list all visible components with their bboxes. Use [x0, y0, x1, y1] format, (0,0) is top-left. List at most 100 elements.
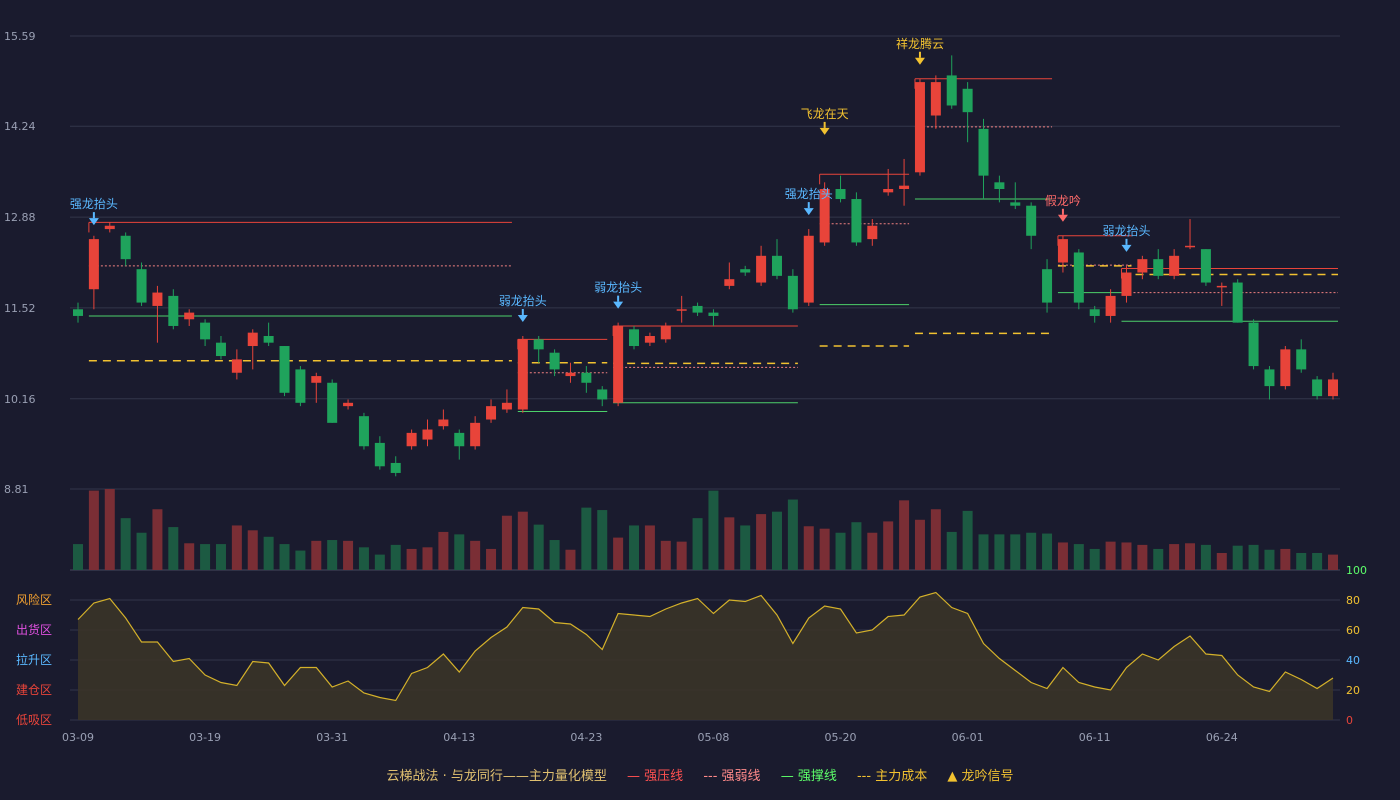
volume-bar	[994, 534, 1005, 570]
candle-body	[88, 239, 99, 290]
candle-body	[470, 422, 481, 447]
price-tick-label: 10.16	[4, 393, 36, 406]
candle-body	[533, 339, 544, 350]
volume-bar	[438, 531, 449, 570]
candle-body	[168, 295, 179, 326]
candle-body	[565, 372, 576, 377]
volume-bar	[152, 509, 163, 570]
volume-bar	[1185, 543, 1196, 570]
volume-bar	[867, 532, 878, 570]
candle-body	[1280, 349, 1291, 387]
osc-tick-label: 100	[1346, 564, 1367, 577]
osc-tick-label: 80	[1346, 594, 1360, 607]
candle-body	[899, 185, 910, 190]
volume-bar	[676, 541, 687, 570]
date-tick-label: 06-01	[952, 731, 984, 744]
candle-body	[1216, 285, 1227, 288]
date-tick-label: 04-23	[570, 731, 602, 744]
candle-body	[184, 312, 195, 320]
candle-body	[358, 416, 369, 447]
candle-body	[231, 359, 242, 373]
volume-bar	[597, 510, 608, 570]
candle-body	[581, 372, 592, 383]
signal-label: 强龙抬头	[70, 197, 118, 211]
signal-label: 弱龙抬头	[594, 281, 642, 295]
legend-item-resistance: — 强压线	[627, 769, 684, 784]
legend-item-support: — 强撑线	[780, 769, 837, 784]
date-tick-label: 06-11	[1079, 731, 1111, 744]
osc-tick-label: 0	[1346, 714, 1353, 727]
volume-bar	[184, 543, 195, 570]
volume-bar	[88, 490, 99, 570]
candle-body	[644, 335, 655, 343]
candle-body	[136, 269, 147, 303]
candle-body	[1296, 349, 1307, 370]
date-tick-label: 05-20	[825, 731, 857, 744]
candle-body	[247, 332, 258, 347]
date-tick-label: 03-09	[62, 731, 94, 744]
candle-body	[120, 235, 131, 260]
volume-bar	[962, 510, 973, 570]
legend: 云梯战法 · 与龙同行——主力量化模型 — 强压线 --- 强弱线 — 强撑线 …	[0, 765, 1400, 784]
volume-bar	[406, 548, 417, 570]
candle-body	[883, 189, 894, 193]
volume-bar	[390, 544, 401, 570]
candle-body	[1312, 379, 1323, 397]
volume-bar	[501, 515, 512, 570]
volume-bar	[1057, 542, 1068, 570]
signal-arrow	[517, 314, 528, 322]
legend-item-cost: --- 主力成本	[856, 769, 928, 784]
candle-body	[406, 432, 417, 447]
volume-bar	[613, 537, 624, 570]
price-tick-label: 12.88	[4, 211, 36, 224]
volume-bar	[1328, 554, 1338, 570]
volume-bar	[1200, 544, 1211, 570]
candle-body	[930, 82, 941, 116]
osc-zone-label: 低吸区	[16, 713, 52, 727]
candle-body	[311, 376, 322, 383]
date-tick-label: 03-31	[316, 731, 348, 744]
candle-body	[1153, 259, 1164, 276]
candle-body	[613, 325, 624, 403]
candle-body	[660, 325, 671, 340]
volume-bar	[1137, 544, 1148, 570]
candle-body	[1042, 269, 1053, 303]
volume-bar	[1296, 552, 1307, 570]
candle-body	[327, 382, 338, 423]
candle-body	[215, 342, 226, 357]
price-tick-label: 11.52	[4, 302, 36, 315]
candle-body	[740, 269, 751, 273]
volume-bar	[692, 518, 703, 570]
volume-bar	[343, 540, 354, 570]
candle-body	[263, 335, 274, 343]
candle-body	[517, 339, 528, 410]
volume-bar	[374, 554, 385, 570]
volume-bar	[327, 540, 338, 570]
volume-bar	[581, 507, 592, 570]
volume-bar	[740, 525, 751, 570]
date-tick-label: 06-24	[1206, 731, 1238, 744]
candle-body	[1248, 322, 1259, 367]
signal-label: 假龙吟	[1045, 193, 1081, 208]
volume-bar	[422, 547, 433, 570]
signal-label: 飞龙在天	[801, 107, 849, 121]
volume-bar	[1169, 544, 1180, 570]
volume-bar	[629, 525, 640, 570]
volume-bar	[470, 540, 481, 570]
volume-bar	[1089, 548, 1100, 570]
candle-body	[676, 309, 687, 311]
volume-bar	[914, 519, 925, 570]
volume-bar	[549, 540, 560, 570]
volume-bar	[73, 544, 83, 570]
candle-body	[1010, 202, 1021, 206]
volume-bar	[819, 528, 830, 570]
volume-bar	[231, 525, 242, 570]
candle-body	[279, 346, 290, 393]
signal-label: 祥龙腾云	[896, 36, 944, 51]
volume-bar	[1153, 548, 1164, 570]
candle-body	[1328, 379, 1338, 397]
signal-arrow	[613, 301, 624, 309]
volume-bar	[946, 531, 957, 570]
candle-body	[549, 352, 560, 370]
